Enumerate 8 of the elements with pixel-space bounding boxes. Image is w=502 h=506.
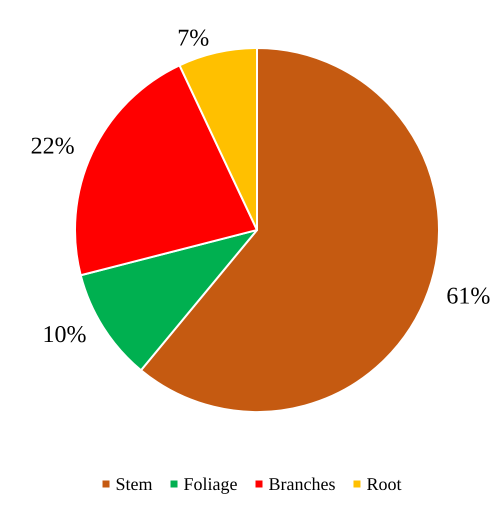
legend-label: Root	[366, 474, 402, 494]
legend-label: Foliage	[184, 474, 238, 494]
data-label: 22%	[30, 134, 75, 160]
data-label: 10%	[42, 322, 87, 348]
data-label: 61%	[446, 283, 490, 310]
data-label: 7%	[177, 26, 210, 52]
legend-label: Branches	[268, 474, 336, 494]
legend-label: Stem	[116, 474, 153, 494]
